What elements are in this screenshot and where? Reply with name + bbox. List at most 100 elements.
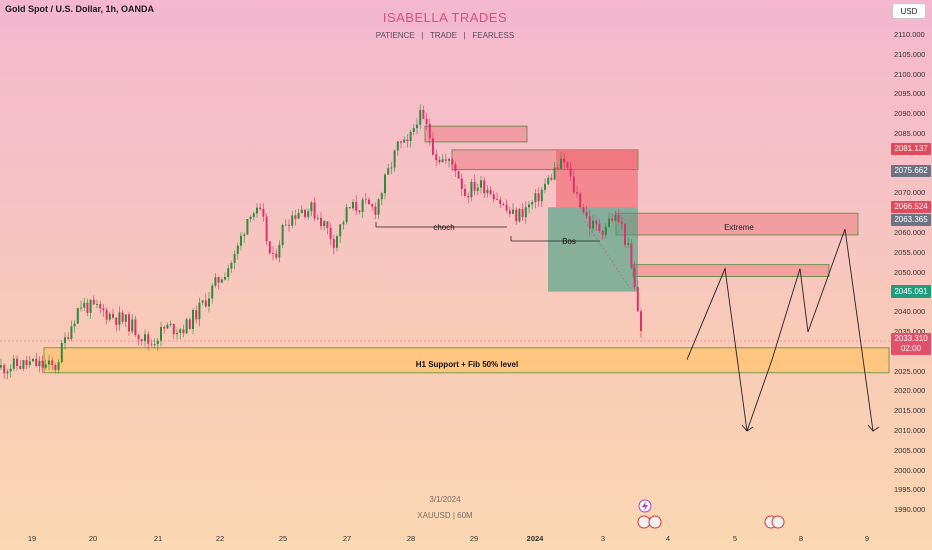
candle-body xyxy=(153,344,156,346)
candle-body xyxy=(499,199,502,205)
candle-body xyxy=(137,334,140,340)
us-flag-event-icon[interactable] xyxy=(637,515,651,529)
price-marker-label: 2045.091 xyxy=(891,286,931,299)
candle-body xyxy=(208,298,210,307)
candle-body xyxy=(313,202,316,219)
candle-body xyxy=(35,358,38,367)
candle-body xyxy=(576,192,578,194)
candle-body xyxy=(60,342,63,363)
candle-body xyxy=(624,223,626,245)
event-icons[interactable] xyxy=(637,499,785,529)
candle-body xyxy=(380,193,383,200)
candle-body xyxy=(227,268,230,278)
watermark-ticker: XAUUSD | 60M xyxy=(417,511,473,520)
candle-body xyxy=(377,199,380,215)
price-axis[interactable]: 2110.000 2105.000 2100.000 2095.000 2090.000… xyxy=(890,0,932,530)
price-marker-label: 2075.662 xyxy=(891,164,931,177)
choch-label: choch xyxy=(433,223,454,232)
symbol-header[interactable]: Gold Spot / U.S. Dollar, 1h, OANDA xyxy=(5,4,155,14)
zone-box xyxy=(424,125,528,143)
candle-body xyxy=(444,159,447,161)
stop-loss-box xyxy=(556,149,638,208)
watermark-date: 3/1/2024 xyxy=(429,495,461,504)
candle-body xyxy=(108,313,111,320)
candle-body xyxy=(368,199,370,205)
candle-body xyxy=(54,364,57,371)
candle-body xyxy=(163,327,166,329)
candle-body xyxy=(537,193,540,202)
candle-body xyxy=(588,216,591,229)
price-marker-label: 2081.137 xyxy=(891,143,931,156)
candle-body xyxy=(25,360,28,366)
us-flag-event-icon[interactable] xyxy=(648,515,662,529)
candle-body xyxy=(249,216,252,219)
candle-body xyxy=(422,109,425,119)
time-axis[interactable]: 19 20 21 22 25 27 28 29 2024 3 4 5 8 9 xyxy=(0,530,932,550)
candle-body xyxy=(358,210,361,212)
candle-body xyxy=(0,365,2,368)
candle-body xyxy=(560,158,562,169)
candle-body xyxy=(483,180,486,194)
candle-body xyxy=(569,167,572,177)
candle-body xyxy=(476,187,479,191)
time-tick-label: 28 xyxy=(406,534,416,543)
candle-body xyxy=(566,162,569,168)
candle-body xyxy=(502,204,505,205)
candle-body xyxy=(64,337,66,343)
candle-body xyxy=(307,211,310,217)
candle-body xyxy=(390,167,393,169)
zone-box xyxy=(43,347,890,374)
candle-body xyxy=(259,207,262,210)
candle-body xyxy=(355,201,358,211)
candle-body xyxy=(16,358,18,367)
price-marker-label: 2063.365 xyxy=(891,213,931,226)
candle-body xyxy=(326,221,329,228)
time-tick-label: 27 xyxy=(342,534,352,543)
price-tick-label: 2000.000 xyxy=(894,465,926,475)
candle-body xyxy=(316,217,319,219)
candle-body xyxy=(512,209,514,214)
candle-body xyxy=(179,329,182,333)
candle-body xyxy=(633,267,636,288)
trade-path-line xyxy=(584,220,631,289)
candle-body xyxy=(32,358,34,362)
candle-body xyxy=(304,209,306,217)
price-tick-label: 2085.000 xyxy=(894,129,926,138)
candle-body xyxy=(134,319,137,335)
candle-body xyxy=(131,319,134,332)
brand-subtitle: PATIENCE | TRADE | FEARLESS xyxy=(375,31,515,40)
candle-body xyxy=(6,371,9,374)
candle-body xyxy=(230,262,233,269)
candle-body xyxy=(604,226,607,236)
projection-layer xyxy=(584,220,880,432)
candle-body xyxy=(598,223,601,231)
price-tick-label: 1990.000 xyxy=(894,505,926,515)
us-flag-event-icon[interactable] xyxy=(771,515,785,529)
candle-body xyxy=(204,300,207,307)
candle-body xyxy=(214,277,217,286)
candle-body xyxy=(547,177,550,185)
price-chart-canvas[interactable]: choch Bos Extreme H1 Support + Fib 50% l… xyxy=(0,0,890,530)
candle-body xyxy=(409,131,412,141)
price-tick-label: 2015.000 xyxy=(894,406,926,416)
candle-body xyxy=(252,213,255,217)
time-tick-label: 19 xyxy=(27,534,37,543)
candle-body xyxy=(128,314,130,332)
price-marker-label: 02:00 xyxy=(891,343,931,356)
candle-body xyxy=(166,324,169,329)
candle-body xyxy=(233,253,236,263)
candle-body xyxy=(140,339,143,342)
candle-body xyxy=(419,109,422,125)
lightning-glyph xyxy=(642,501,648,511)
price-tick-label: 1995.000 xyxy=(894,485,926,495)
candle-body xyxy=(268,241,271,254)
price-tick-label: 2025.000 xyxy=(894,366,926,376)
time-tick-label: 8 xyxy=(798,534,804,543)
currency-button[interactable]: USD xyxy=(892,3,926,19)
time-tick-label: 5 xyxy=(732,534,738,543)
candle-body xyxy=(428,124,431,139)
candle-body xyxy=(393,150,396,168)
candle-body xyxy=(300,209,303,214)
candle-body xyxy=(384,174,386,194)
